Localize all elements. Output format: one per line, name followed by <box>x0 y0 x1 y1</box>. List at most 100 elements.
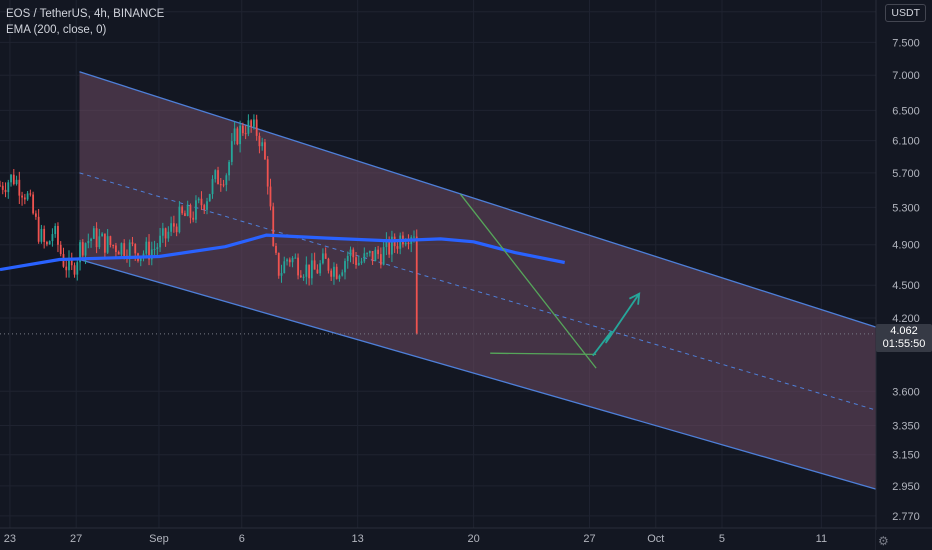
price-tick-label: 3.350 <box>892 420 920 432</box>
candle-body <box>413 236 415 238</box>
candle-body <box>178 206 181 233</box>
candle-body <box>264 142 266 160</box>
candle-body <box>236 128 239 145</box>
candle-body <box>253 119 255 127</box>
price-axis[interactable]: 8.0007.5007.0006.5006.1005.7005.3004.900… <box>876 0 932 550</box>
candle-body <box>43 228 46 242</box>
pattern-drawings[interactable] <box>459 193 641 369</box>
candle-body <box>46 241 48 245</box>
time-tick-label: Sep <box>149 533 169 545</box>
candle-body <box>217 170 219 185</box>
candle-body <box>197 198 200 201</box>
price-axis-background <box>876 0 932 550</box>
price-tick-label: 6.100 <box>892 136 920 148</box>
candle-body <box>269 186 272 207</box>
candle-body <box>206 201 208 210</box>
candle-body <box>109 236 112 246</box>
candle-body <box>363 253 366 262</box>
regression-channel[interactable] <box>79 71 877 490</box>
time-axis-background <box>0 528 876 550</box>
candle-body <box>192 217 195 220</box>
time-tick-label: 13 <box>352 533 364 545</box>
candle-body <box>112 245 115 247</box>
candle-body <box>310 260 313 279</box>
candle-body <box>156 247 159 250</box>
price-tick-label: 4.900 <box>892 240 920 252</box>
candle-body <box>341 272 344 276</box>
candle-body <box>117 251 120 255</box>
triangle-top-line <box>459 193 597 369</box>
candle-body <box>106 236 109 253</box>
candle-body <box>167 231 170 239</box>
candle-body <box>391 236 393 255</box>
candle-body <box>379 254 382 265</box>
candle-body <box>123 243 126 256</box>
last-price-value: 4.062 <box>890 325 918 337</box>
candle-body <box>48 241 51 245</box>
candle-body <box>286 259 288 262</box>
candle-body <box>308 264 311 279</box>
candle-body <box>15 179 18 185</box>
candle-body <box>404 242 407 245</box>
candle-body <box>266 159 269 187</box>
candle-body <box>297 257 299 276</box>
candle-body <box>189 205 192 218</box>
candle-body <box>352 249 355 258</box>
candle-body <box>344 261 346 273</box>
candle-body <box>159 235 161 248</box>
candle-body <box>222 184 225 186</box>
channel-upper-line <box>79 71 877 328</box>
candle-body <box>128 242 131 259</box>
candle-body <box>203 205 206 210</box>
ema-line[interactable] <box>0 233 566 272</box>
candle-body <box>103 233 106 253</box>
candle-body <box>195 200 197 220</box>
projection-arrow <box>592 293 640 357</box>
candle-body <box>54 226 57 235</box>
candle-body <box>377 249 380 255</box>
candle-body <box>415 236 418 334</box>
candle-body <box>338 275 341 279</box>
price-tick-label: 4.200 <box>892 313 920 325</box>
candle-body <box>161 228 164 236</box>
candle-body <box>230 141 233 162</box>
last-price-tag: 4.062 01:55:50 <box>876 324 932 352</box>
candle-body <box>322 253 324 264</box>
time-tick-label: 6 <box>239 533 245 545</box>
bar-countdown: 01:55:50 <box>882 338 926 350</box>
candle-body <box>399 235 402 249</box>
arrow-head <box>628 292 641 305</box>
candle-body <box>396 246 399 249</box>
candle-body <box>98 236 101 248</box>
price-tick-label: 2.950 <box>892 481 920 493</box>
candle-body <box>95 228 98 248</box>
currency-badge[interactable]: USDT <box>885 4 926 22</box>
candle-body <box>37 216 40 242</box>
price-tick-label: 7.500 <box>892 37 920 49</box>
candle-body <box>335 266 338 279</box>
price-tick-label: 3.600 <box>892 386 920 398</box>
time-tick-label: 20 <box>467 533 479 545</box>
candle-body <box>208 194 211 202</box>
candle-body <box>360 261 363 263</box>
ema-200-line <box>0 233 566 272</box>
candle-body <box>115 245 117 252</box>
candle-body <box>10 174 12 183</box>
candle-body <box>346 255 349 262</box>
candle-body <box>172 223 175 227</box>
candle-body <box>40 228 43 242</box>
candle-body <box>26 193 29 200</box>
candle-body <box>374 249 377 262</box>
candle-body <box>275 245 277 253</box>
candles[interactable] <box>0 114 418 335</box>
candle-body <box>330 270 333 277</box>
gear-icon[interactable]: ⚙ <box>878 534 889 548</box>
candle-body <box>84 243 87 256</box>
candle-body <box>32 194 35 214</box>
candle-body <box>164 228 167 239</box>
time-tick-label: 27 <box>70 533 82 545</box>
candle-body <box>170 223 173 232</box>
candle-body <box>333 266 335 277</box>
